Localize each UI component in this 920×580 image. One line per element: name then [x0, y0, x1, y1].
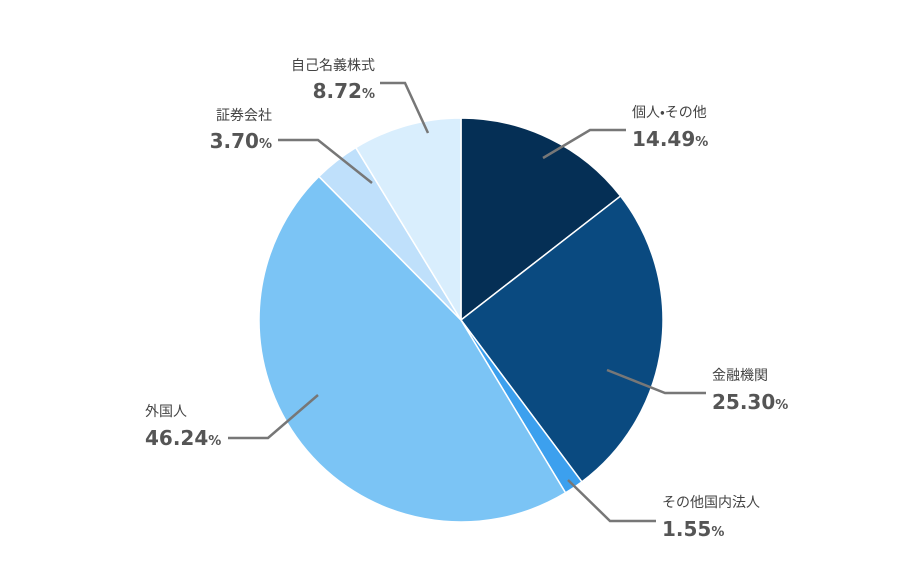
leader-line [567, 479, 656, 523]
value-number: 1.55 [662, 517, 711, 541]
leader-line [380, 81, 430, 134]
value-label: 25.30% [712, 390, 788, 414]
pie-slice [354, 117, 462, 323]
value-unit: % [259, 137, 272, 152]
slice-label: 個人・その他 [632, 105, 707, 121]
leader-line [606, 368, 706, 395]
value-number: 8.72 [313, 79, 362, 103]
value-number: 14.49 [632, 127, 695, 151]
pie-slice [258, 175, 567, 523]
value-unit: % [695, 135, 708, 150]
value-number: 46.24 [145, 426, 208, 450]
value-label: 46.24% [145, 426, 221, 450]
leader-line [228, 394, 319, 440]
slice-label: 自己名義株式 [291, 57, 375, 74]
slice-label: 外国人 [145, 404, 187, 420]
slice-label: 証券会社 [216, 108, 272, 124]
value-label: 14.49% [632, 127, 708, 151]
value-label: 1.55% [662, 517, 724, 541]
pie-slice [460, 117, 622, 322]
pie-slice [459, 195, 664, 483]
slice-label: その他国内法人 [662, 495, 760, 511]
leader-line [278, 138, 373, 184]
slice-label: 金融機関 [712, 368, 768, 384]
value-unit: % [208, 434, 221, 449]
value-unit: % [711, 525, 724, 540]
value-label: 3.70% [210, 129, 272, 153]
value-unit: % [775, 398, 788, 413]
value-number: 25.30 [712, 390, 775, 414]
leader-line [542, 128, 626, 160]
value-unit: % [362, 87, 375, 102]
value-label: 8.72% [313, 79, 375, 103]
value-number: 3.70 [210, 129, 259, 153]
